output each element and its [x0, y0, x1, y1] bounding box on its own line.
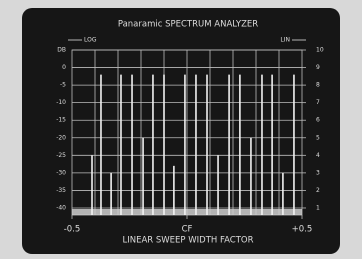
- y-tick-label: DB: [57, 47, 66, 54]
- y2-tick-label: 9: [316, 64, 320, 71]
- y2-tick-label: 4: [316, 152, 320, 159]
- chart-title: Panaramic SPECTRUM ANALYZER: [118, 20, 258, 30]
- y-tick-label: -40: [56, 204, 66, 211]
- y2-tick-label: 6: [316, 117, 320, 124]
- y2-tick-label: 3: [316, 169, 320, 176]
- y-tick-label: -20: [56, 134, 66, 141]
- y2-tick-label: 1: [316, 204, 320, 211]
- x-axis-label: LINEAR SWEEP WIDTH FACTOR: [122, 236, 253, 246]
- lin-label: LIN: [280, 37, 290, 44]
- x-tick-label: +0.5: [292, 225, 313, 235]
- y2-tick-label: 10: [316, 47, 324, 54]
- screen: [22, 8, 340, 254]
- y-tick-label: -15: [56, 117, 66, 124]
- y2-tick-label: 5: [316, 134, 320, 141]
- y-tick-label: -30: [56, 169, 66, 176]
- y-tick-label: -35: [56, 187, 66, 194]
- log-label: LOG: [84, 37, 97, 44]
- y-tick-label: -25: [56, 152, 66, 159]
- y-tick-label: -10: [56, 99, 66, 106]
- y2-tick-label: 8: [316, 82, 320, 89]
- x-tick-label: -0.5: [64, 225, 81, 235]
- noise-floor: [72, 209, 302, 215]
- y2-tick-label: 7: [316, 99, 320, 106]
- y-tick-label: -5: [60, 82, 66, 89]
- chart: Panaramic SPECTRUM ANALYZER LOG LIN LINE…: [0, 0, 362, 259]
- y-tick-label: 0: [62, 64, 66, 71]
- y2-tick-label: 2: [316, 187, 320, 194]
- x-tick-label: CF: [182, 225, 193, 235]
